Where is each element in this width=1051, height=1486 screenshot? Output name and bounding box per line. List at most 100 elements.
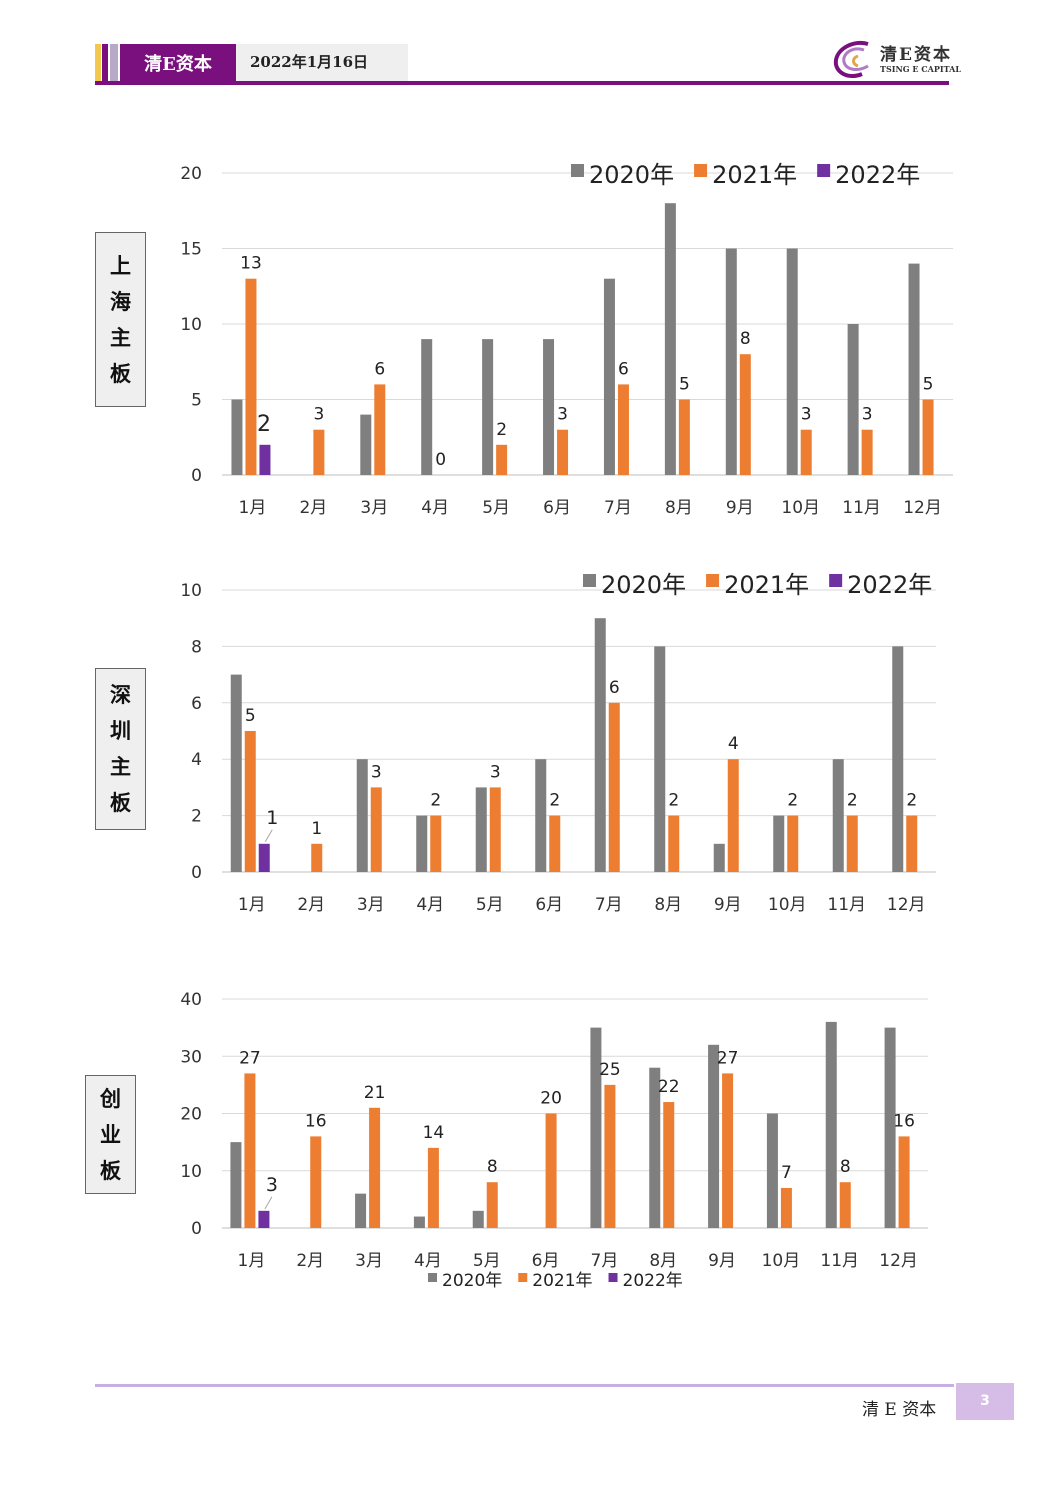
bar-2020年-7月 <box>590 1027 602 1228</box>
bar-2020年-5月 <box>475 787 487 872</box>
bar-2022年-1月 <box>259 444 271 475</box>
legend-swatch <box>428 1273 437 1282</box>
bar-2021年-4月 <box>430 815 442 872</box>
data-label: 0 <box>435 450 446 470</box>
side-label-chinext: 创 业 板 <box>85 1075 136 1194</box>
x-tick-label: 11月 <box>842 498 881 518</box>
bar-2021年-7月 <box>604 1084 616 1228</box>
bar-2021年-2月 <box>311 843 323 872</box>
bar-2020年-6月 <box>535 759 547 872</box>
y-tick-label: 15 <box>180 240 202 260</box>
data-label: 6 <box>374 359 385 379</box>
legend-swatch <box>518 1273 528 1282</box>
legend-label: 2022年 <box>623 1271 683 1291</box>
data-label: 21 <box>364 1083 386 1103</box>
bar-2021年-2月 <box>310 1136 322 1228</box>
x-tick-label: 5月 <box>473 1251 501 1271</box>
bar-2021年-11月 <box>861 429 873 475</box>
x-tick-label: 3月 <box>357 895 385 915</box>
legend-swatch <box>706 574 720 587</box>
bar-2021年-11月 <box>839 1182 851 1228</box>
data-label: 2 <box>257 412 271 437</box>
legend-label: 2022年 <box>835 161 920 189</box>
bar-2020年-9月 <box>725 248 737 475</box>
data-label: 2 <box>906 791 917 811</box>
data-label: 3 <box>862 405 873 425</box>
bar-2021年-10月 <box>780 1187 792 1228</box>
data-label: 3 <box>266 1174 278 1196</box>
data-label: 13 <box>240 254 262 274</box>
x-tick-label: 4月 <box>421 498 449 518</box>
bar-2021年-5月 <box>486 1182 498 1228</box>
data-label: 2 <box>430 791 441 811</box>
header-stripe-purple <box>102 44 108 85</box>
footer-brand: 清 E 资本 <box>862 1400 937 1420</box>
bar-2021年-3月 <box>374 384 386 475</box>
bar-2021年-5月 <box>489 787 501 872</box>
bar-2020年-8月 <box>654 646 666 872</box>
bar-2020年-3月 <box>355 1193 367 1228</box>
data-label: 2 <box>787 791 798 811</box>
legend-label: 2020年 <box>442 1271 502 1291</box>
bar-2020年-11月 <box>847 324 859 475</box>
x-tick-label: 2月 <box>299 498 327 518</box>
legend-label: 2020年 <box>589 161 674 189</box>
x-tick-label: 8月 <box>665 498 693 518</box>
x-tick-label: 1月 <box>239 498 267 518</box>
data-label: 22 <box>658 1077 680 1097</box>
y-tick-label: 20 <box>180 1105 202 1125</box>
legend-swatch <box>608 1273 618 1282</box>
bar-2020年-4月 <box>421 339 433 475</box>
data-label: 27 <box>717 1048 739 1068</box>
x-tick-label: 7月 <box>591 1251 619 1271</box>
y-tick-label: 40 <box>180 990 202 1010</box>
bar-2020年-1月 <box>230 674 242 872</box>
bar-2020年-11月 <box>832 759 844 872</box>
bar-2021年-9月 <box>739 354 751 475</box>
side-label-char: 上 <box>110 253 131 278</box>
data-label: 4 <box>728 734 739 754</box>
side-label-char: 海 <box>110 289 131 314</box>
x-tick-label: 7月 <box>595 895 623 915</box>
data-label: 3 <box>490 762 501 782</box>
bar-2020年-3月 <box>360 414 372 475</box>
header-brand: 清E资本 <box>120 44 236 85</box>
x-tick-label: 12月 <box>887 895 926 915</box>
data-label: 8 <box>487 1157 498 1177</box>
x-tick-label: 5月 <box>476 895 504 915</box>
data-label: 5 <box>923 375 934 395</box>
data-label: 14 <box>423 1123 445 1143</box>
y-tick-label: 10 <box>180 1162 202 1182</box>
bar-2020年-1月 <box>231 399 243 475</box>
bar-2022年-1月 <box>258 843 270 872</box>
legend-label: 2021年 <box>532 1271 592 1291</box>
bar-2021年-9月 <box>727 759 739 872</box>
x-tick-label: 9月 <box>714 895 742 915</box>
y-tick-label: 2 <box>191 807 202 827</box>
bar-2021年-5月 <box>496 444 508 475</box>
side-label-char: 主 <box>110 325 131 350</box>
data-label: 5 <box>245 706 256 726</box>
data-label: 16 <box>305 1111 327 1131</box>
x-tick-label: 8月 <box>654 895 682 915</box>
x-tick-label: 12月 <box>879 1251 918 1271</box>
data-label: 6 <box>618 359 629 379</box>
data-label: 7 <box>781 1163 792 1183</box>
y-tick-label: 0 <box>191 863 202 883</box>
bar-2021年-10月 <box>800 429 812 475</box>
y-tick-label: 4 <box>191 750 202 770</box>
bar-2021年-3月 <box>370 787 382 872</box>
bar-2020年-11月 <box>825 1021 837 1228</box>
bar-2021年-6月 <box>549 815 561 872</box>
x-tick-label: 8月 <box>649 1251 677 1271</box>
x-tick-label: 2月 <box>296 1251 324 1271</box>
data-label: 8 <box>740 329 751 349</box>
x-tick-label: 11月 <box>820 1251 859 1271</box>
bar-2021年-6月 <box>545 1113 557 1228</box>
bar-2020年-10月 <box>786 248 798 475</box>
side-label-char: 业 <box>100 1122 121 1147</box>
side-label-char: 板 <box>110 361 131 386</box>
data-label: 6 <box>609 678 620 698</box>
data-label: 1 <box>311 819 322 839</box>
header-stripe-yellow <box>95 44 101 85</box>
